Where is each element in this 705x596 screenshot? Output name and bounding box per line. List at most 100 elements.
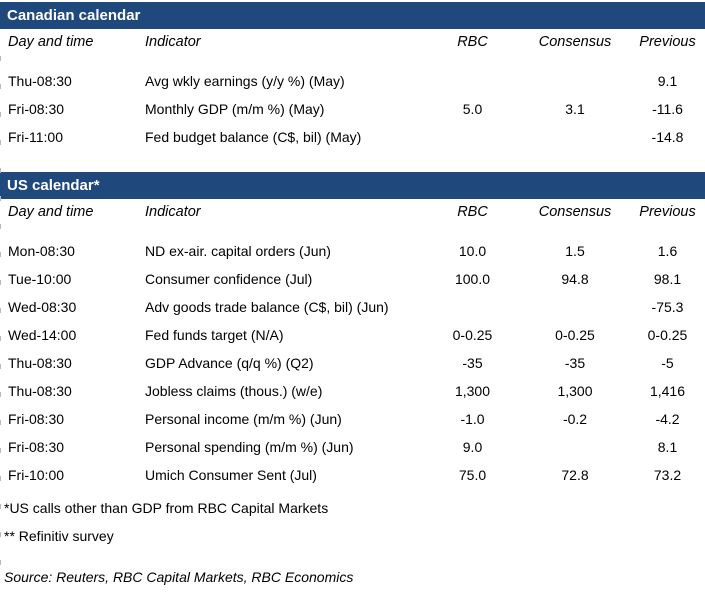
table-row: Wed-08:30 Adv goods trade balance (C$, bi… xyxy=(0,293,705,321)
table-row: Tue-10:00 Consumer confidence (Jul) 100.0 9… xyxy=(0,265,705,293)
column-header-day-and-time: Day and time xyxy=(8,34,94,50)
cell-previous: -4.2 xyxy=(655,411,680,427)
cell-rbc: 1,300 xyxy=(454,383,491,399)
cell-rbc: 75.0 xyxy=(458,467,487,483)
cell-consensus xyxy=(520,67,630,95)
cell-day-and-time: Thu-08:30 xyxy=(8,73,72,89)
cell-previous: -75.3 xyxy=(651,299,684,315)
cell-indicator: Consumer confidence (Jul) xyxy=(145,271,313,287)
cell-day-and-time: Fri-08:30 xyxy=(8,101,65,117)
cell-previous: 1.6 xyxy=(657,243,678,259)
cell-day-and-time: Wed-14:00 xyxy=(8,327,77,343)
table-body: Mon-08:30 ND ex-air. capital orders (Jun)… xyxy=(0,237,705,489)
cell-consensus: 3.1 xyxy=(565,101,585,117)
source-attribution: Source: Reuters, RBC Capital Markets, RB… xyxy=(4,569,354,585)
cell-day-and-time: Fri-08:30 xyxy=(8,439,65,455)
table-body: Thu-08:30 Avg wkly earnings (y/y %) (May)… xyxy=(0,67,705,151)
cell-previous: -14.8 xyxy=(651,129,684,145)
cell-rbc: 0-0.25 xyxy=(452,327,493,343)
footnote-refinitiv: ** Refinitiv survey xyxy=(4,528,114,544)
cell-consensus: -0.2 xyxy=(562,411,588,427)
cell-consensus xyxy=(520,293,630,321)
table-row: Mon-08:30 ND ex-air. capital orders (Jun)… xyxy=(0,237,705,265)
cell-indicator: Personal spending (m/m %) (Jun) xyxy=(145,439,354,455)
column-header-previous: Previous xyxy=(639,34,696,50)
canadian-calendar-section: Canadian calendar Day and time Indicator… xyxy=(0,2,705,151)
cell-indicator: Fed budget balance (C$, bil) (May) xyxy=(145,129,362,145)
cell-previous: 8.1 xyxy=(657,439,678,455)
cell-day-and-time: Thu-08:30 xyxy=(8,355,72,371)
cell-day-and-time: Fri-11:00 xyxy=(8,129,63,145)
cell-rbc: -1.0 xyxy=(460,411,485,427)
cell-day-and-time: Fri-10:00 xyxy=(8,467,65,483)
cell-indicator: Jobless claims (thous.) (w/e) xyxy=(145,383,323,399)
us-calendar-table: Day and time Indicator RBC Consensus Pre… xyxy=(0,199,705,489)
cell-consensus: -35 xyxy=(564,355,586,371)
cell-day-and-time: Thu-08:30 xyxy=(8,383,72,399)
cell-rbc xyxy=(425,67,520,95)
table-row: Fri-08:30 Monthly GDP (m/m %) (May) 5.0 3.1… xyxy=(0,95,705,123)
cell-previous: -11.6 xyxy=(652,101,683,117)
footnotes: *US calls other than GDP from RBC Capita… xyxy=(0,494,705,550)
us-calendar-section: US calendar* Day and time Indicator RBC … xyxy=(0,172,705,489)
cell-consensus: 1,300 xyxy=(557,383,593,399)
cell-rbc: 10.0 xyxy=(458,243,487,259)
column-header-indicator: Indicator xyxy=(145,34,201,50)
cell-rbc: 100.0 xyxy=(454,271,491,287)
column-header-consensus: Consensus xyxy=(538,204,612,220)
column-header-day-and-time: Day and time xyxy=(8,204,94,220)
cell-consensus xyxy=(520,433,630,461)
cell-day-and-time: Wed-08:30 xyxy=(8,299,77,315)
cell-indicator: GDP Advance (q/q %) (Q2) xyxy=(145,355,314,371)
cell-previous: 1,416 xyxy=(649,383,686,399)
column-header-rbc: RBC xyxy=(457,34,488,50)
table-row: Fri-08:30 Personal spending (m/m %) (Jun)… xyxy=(0,433,705,461)
cell-consensus: 72.8 xyxy=(561,467,589,483)
table-row: Fri-10:00 Umich Consumer Sent (Jul) 75.0 72… xyxy=(0,461,705,489)
cell-indicator: Adv goods trade balance (C$, bil) (Jun) xyxy=(145,299,389,315)
cell-day-and-time: Mon-08:30 xyxy=(8,243,75,259)
table-header: Day and time Indicator RBC Consensus Pre… xyxy=(0,29,705,67)
cell-rbc xyxy=(425,123,520,151)
column-header-rbc: RBC xyxy=(457,204,488,220)
cell-consensus: 94.8 xyxy=(561,271,589,287)
column-header-previous: Previous xyxy=(639,204,696,220)
column-header-indicator: Indicator xyxy=(145,204,201,220)
footnote-us-calls: *US calls other than GDP from RBC Capita… xyxy=(4,500,329,516)
cell-consensus: 0-0.25 xyxy=(555,327,595,343)
section-title: Canadian calendar xyxy=(7,7,141,24)
cell-rbc: 5.0 xyxy=(462,101,483,117)
table-row: Thu-08:30 GDP Advance (q/q %) (Q2) -35 -35 -… xyxy=(0,349,705,377)
header-row: Day and time Indicator RBC Consensus Pre… xyxy=(0,29,705,67)
cell-consensus xyxy=(520,123,630,151)
cell-previous: 98.1 xyxy=(653,271,682,287)
header-row: Day and time Indicator RBC Consensus Pre… xyxy=(0,199,705,237)
table-row: Wed-14:00 Fed funds target (N/A) 0-0.25 0-0… xyxy=(0,321,705,349)
table-header: Day and time Indicator RBC Consensus Pre… xyxy=(0,199,705,237)
table-row: Fri-11:00 Fed budget balance (C$, bil) (M… xyxy=(0,123,705,151)
cell-previous: -5 xyxy=(661,355,674,371)
cell-indicator: Umich Consumer Sent (Jul) xyxy=(145,467,317,483)
cell-rbc: -35 xyxy=(462,355,483,371)
section-title: US calendar* xyxy=(7,177,100,194)
cell-rbc xyxy=(425,293,520,321)
cell-indicator: ND ex-air. capital orders (Jun) xyxy=(145,243,331,259)
cell-previous: 73.2 xyxy=(653,467,682,483)
cell-indicator: Fed funds target (N/A) xyxy=(145,327,284,343)
cell-indicator: Personal income (m/m %) (Jun) xyxy=(145,411,342,427)
canadian-calendar-title-bar: Canadian calendar xyxy=(0,2,705,29)
cell-indicator: Avg wkly earnings (y/y %) (May) xyxy=(145,73,345,89)
cell-rbc: 9.0 xyxy=(462,439,483,455)
column-header-consensus: Consensus xyxy=(538,34,612,50)
cell-consensus: 1.5 xyxy=(565,243,585,259)
table-row: Thu-08:30 Jobless claims (thous.) (w/e) 1,… xyxy=(0,377,705,405)
canadian-calendar-table: Day and time Indicator RBC Consensus Pre… xyxy=(0,29,705,151)
cell-previous: 0-0.25 xyxy=(647,327,688,343)
cell-previous: 9.1 xyxy=(657,73,678,89)
table-row: Thu-08:30 Avg wkly earnings (y/y %) (May)… xyxy=(0,67,705,95)
cell-day-and-time: Tue-10:00 xyxy=(8,271,72,287)
cell-indicator: Monthly GDP (m/m %) (May) xyxy=(145,101,325,117)
gridline-ticks xyxy=(0,56,1,586)
table-row: Fri-08:30 Personal income (m/m %) (Jun) -1… xyxy=(0,405,705,433)
